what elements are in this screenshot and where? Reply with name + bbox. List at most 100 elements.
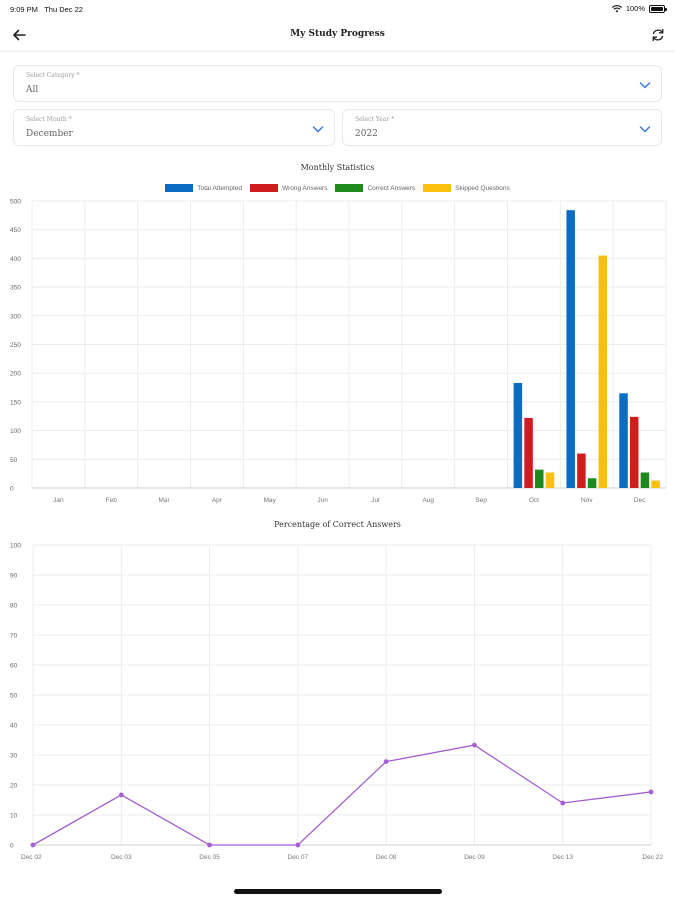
y-tick-label: 0	[10, 486, 14, 493]
arrow-left-icon[interactable]	[10, 26, 28, 44]
y-tick-label: 30	[10, 753, 18, 760]
y-tick-label: 150	[10, 399, 21, 406]
battery-percent: 100%	[625, 4, 645, 13]
y-tick-label: 400	[10, 256, 21, 263]
month-select[interactable]: Select Month * December	[13, 109, 335, 146]
x-tick-label: Sep	[475, 497, 487, 504]
chevron-down-icon	[639, 126, 651, 133]
y-tick-label: 80	[10, 603, 18, 610]
data-point	[118, 792, 124, 798]
nav-bar: My Study Progress	[0, 18, 675, 52]
bar-chart-title: Monthly Statistics	[300, 163, 375, 172]
legend-item-wrong[interactable]: Wrong Answers	[250, 184, 327, 192]
category-value: All	[26, 85, 39, 95]
y-tick-label: 100	[10, 543, 21, 550]
y-tick-label: 40	[10, 723, 18, 730]
legend-label: Correct Answers	[367, 184, 416, 192]
x-tick-label: Apr	[212, 497, 223, 504]
bar	[545, 472, 555, 488]
x-tick-label: Jul	[371, 497, 380, 504]
bar	[598, 255, 608, 488]
y-tick-label: 20	[10, 783, 18, 790]
category-select[interactable]: Select Category * All	[13, 65, 662, 102]
x-tick-label: Dec 03	[111, 854, 132, 861]
data-point	[383, 759, 389, 764]
status-bar: 9:09 PM Thu Dec 22 100%	[0, 0, 675, 18]
chevron-down-icon	[639, 82, 651, 89]
x-tick-label: Jun	[317, 497, 328, 504]
y-tick-label: 200	[10, 371, 21, 378]
status-right: 100%	[611, 4, 667, 13]
x-tick-label: Feb	[106, 497, 118, 504]
line-chart-title: Percentage of Correct Answers	[274, 520, 401, 529]
bar	[640, 472, 650, 488]
y-tick-label: 50	[10, 457, 18, 464]
x-tick-label: Dec 08	[376, 854, 397, 861]
x-tick-label: Nov	[581, 497, 593, 504]
legend-swatch	[165, 184, 194, 192]
y-tick-label: 50	[10, 693, 18, 700]
data-point	[295, 842, 301, 848]
bar	[651, 480, 660, 488]
line-chart: 0 10 20 30 40 50 60 70 80 90 100 Dec 02 Dec 03 Dec 05…	[10, 543, 663, 862]
bar	[566, 210, 575, 488]
x-tick-label: Dec 13	[552, 854, 573, 861]
y-tick-label: 70	[10, 633, 18, 640]
y-tick-label: 300	[10, 313, 21, 320]
y-tick-label: 10	[10, 813, 18, 820]
home-indicator	[234, 889, 442, 894]
x-tick-label: Dec	[634, 497, 646, 504]
year-select[interactable]: Select Year * 2022	[342, 109, 662, 146]
x-tick-label: Dec 05	[199, 854, 220, 861]
y-tick-label: 350	[10, 285, 21, 292]
x-tick-label: Dec 09	[464, 854, 485, 861]
legend-label: Skipped Questions	[455, 184, 510, 192]
data-point	[207, 842, 212, 848]
y-tick-label: 100	[10, 428, 21, 435]
data-point	[472, 742, 477, 748]
refresh-icon[interactable]	[649, 26, 667, 44]
y-tick-label: 250	[10, 342, 21, 349]
y-tick-label: 0	[10, 843, 14, 850]
data-point	[30, 842, 36, 848]
x-tick-label: Jan	[53, 497, 64, 504]
legend-swatch	[250, 184, 279, 192]
month-value: December	[26, 129, 73, 139]
x-tick-label: Aug	[422, 497, 434, 504]
x-tick-label: Mar	[158, 497, 170, 504]
y-tick-label: 500	[10, 199, 21, 206]
x-tick-label: May	[264, 497, 277, 504]
bar	[535, 469, 544, 488]
legend-swatch	[335, 184, 364, 192]
x-tick-label: Dec 22	[642, 854, 663, 861]
page-title: My Study Progress	[290, 29, 385, 39]
year-label: Select Year *	[355, 116, 395, 123]
bar	[524, 417, 533, 488]
legend-item-skipped[interactable]: Skipped Questions	[423, 184, 510, 192]
wifi-icon	[611, 4, 622, 12]
bar	[513, 382, 523, 488]
legend-item-correct[interactable]: Correct Answers	[335, 184, 415, 192]
battery-icon	[649, 4, 667, 13]
y-tick-label: 450	[10, 227, 21, 234]
legend-label: Wrong Answers	[282, 184, 328, 192]
month-label: Select Month *	[26, 116, 72, 123]
x-tick-label: Dec 07	[288, 854, 309, 861]
bar-chart: 0 50 100 150 200 250 300 350 400 450 500 Jan Feb Mar A…	[10, 199, 667, 504]
bar	[619, 393, 628, 488]
legend-label: Total Attempted	[197, 184, 243, 192]
legend-item-total[interactable]: Total Attempted	[165, 184, 242, 192]
data-point	[648, 789, 654, 795]
series-line	[32, 744, 652, 846]
y-tick-label: 90	[10, 573, 18, 580]
y-tick-label: 60	[10, 663, 18, 670]
bar	[587, 478, 597, 488]
x-tick-label: Oct	[529, 497, 539, 504]
bar	[629, 416, 639, 488]
bar-chart-legend: Total Attempted Wrong Answers Correct An…	[0, 184, 675, 192]
legend-swatch	[423, 184, 452, 192]
status-time: 9:09 PM Thu Dec 22	[10, 5, 83, 14]
x-tick-label: Dec 02	[21, 854, 42, 861]
chevron-down-icon	[312, 126, 324, 133]
bar	[577, 453, 586, 488]
